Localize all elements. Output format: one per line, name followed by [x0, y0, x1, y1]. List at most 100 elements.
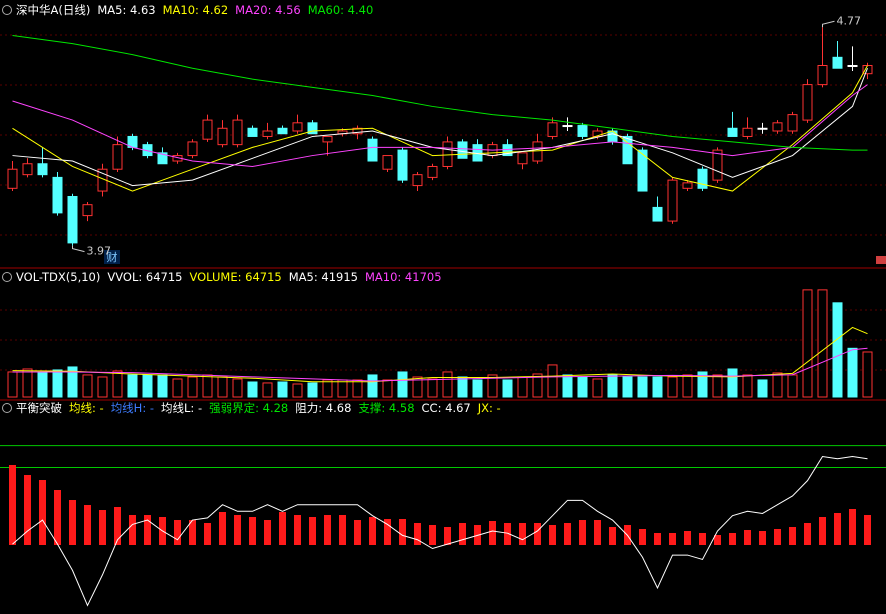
legend-item: 阻力: 4.68: [295, 401, 352, 415]
annotation: 4.77: [837, 14, 862, 27]
volume-bar: [502, 379, 513, 398]
volume-bar: [262, 382, 273, 398]
candle-body: [772, 122, 783, 132]
indicator-bar: [84, 505, 91, 545]
volume-bar: [292, 383, 303, 398]
candle-body: [412, 174, 423, 187]
indicator-bar: [864, 515, 871, 545]
indicator-bar: [384, 519, 391, 545]
indicator-bar: [669, 533, 676, 545]
volume-bar: [217, 376, 228, 398]
volume-bar: [817, 289, 828, 398]
volume-bar: [382, 379, 393, 398]
volume-bar: [247, 381, 258, 398]
badge: 财: [107, 250, 118, 264]
indicator-bar: [69, 500, 76, 545]
indicator-bar: [9, 465, 16, 545]
badge-box: [104, 250, 120, 264]
legend-item: MA5: 41915: [288, 270, 358, 284]
legend-item: CC: 4.67: [421, 401, 471, 415]
indicator-bar: [459, 523, 466, 545]
indicator-bar: [489, 521, 496, 545]
volume-bar: [7, 371, 18, 398]
volume-ma-line: [12, 347, 868, 382]
candle-body: [787, 114, 798, 132]
candle-body: [697, 168, 708, 189]
volume-bar: [607, 374, 618, 398]
volume-bar: [142, 374, 153, 398]
candle-body: [352, 127, 363, 135]
indicator-bar: [639, 529, 646, 545]
legend-item: VVOL: 64715: [107, 270, 183, 284]
legend-item: 均线: -: [69, 401, 104, 415]
ma-line: [12, 34, 868, 151]
volume-bar: [742, 374, 753, 398]
indicator-bar: [744, 530, 751, 545]
volume-bar: [97, 376, 108, 398]
volume-bar: [562, 374, 573, 398]
candle-body: [112, 144, 123, 170]
price-header: 深中华A(日线) MA5: 4.63 MA10: 4.62 MA20: 4.56 MA6…: [2, 2, 387, 18]
legend-item: VOLUME: 64715: [189, 270, 282, 284]
indicator-bar: [504, 523, 511, 545]
volume-bar: [37, 371, 48, 398]
candle-body: [592, 130, 603, 137]
candle-body: [517, 152, 528, 165]
annotation: 3.97: [87, 245, 112, 258]
volume-bar: [412, 376, 423, 398]
volume-bar: [667, 376, 678, 398]
legend-item: 支撑: 4.58: [358, 401, 415, 415]
candle-body: [7, 168, 18, 189]
indicator-bar: [564, 523, 571, 545]
indicator-bar: [369, 517, 376, 545]
candle-body: [307, 122, 318, 135]
indicator-bar: [699, 533, 706, 545]
candle-body: [427, 165, 438, 178]
indicator-bar: [279, 512, 286, 545]
volume-bar: [787, 374, 798, 398]
indicator-bar: [759, 531, 766, 545]
candle-body: [817, 65, 828, 86]
volume-bar: [427, 378, 438, 398]
candle-body: [562, 125, 573, 128]
legend-item: 均线H: -: [110, 401, 155, 415]
indicator-bar: [219, 512, 226, 545]
candle-body: [457, 141, 468, 159]
volume-bar: [232, 378, 243, 398]
volume-bar: [367, 374, 378, 398]
candle-body: [832, 56, 843, 69]
legend: 均线: - 均线H: - 均线L: - 强弱界定: 4.28 阻力: 4.68 支撑: 4…: [69, 401, 508, 415]
indicator-bar: [849, 509, 856, 545]
indicator-bar: [729, 533, 736, 545]
candle-body: [262, 130, 273, 137]
indicator-bar: [114, 507, 121, 545]
volume-bar: [157, 374, 168, 398]
candle-body: [757, 127, 768, 130]
candle-body: [67, 196, 78, 244]
candle-body: [367, 138, 378, 162]
volume-bar: [802, 289, 813, 398]
volume-bar: [487, 374, 498, 398]
candle-body: [607, 130, 618, 143]
candle-body: [547, 122, 558, 137]
volume-bar: [532, 373, 543, 398]
indicator-bar: [654, 533, 661, 545]
candle-body: [727, 127, 738, 137]
volume-bar: [697, 371, 708, 398]
indicator-bar: [444, 527, 451, 545]
candle-body: [622, 135, 633, 165]
title: 平衡突破: [16, 401, 62, 415]
indicator-bar: [174, 520, 181, 545]
indicator-bar: [24, 475, 31, 545]
volume-bar: [772, 372, 783, 398]
legend-item: 强弱界定: 4.28: [209, 401, 289, 415]
candle-body: [277, 127, 288, 135]
indicator-bar: [309, 517, 316, 545]
volume-bar: [22, 368, 33, 398]
indicator-bar: [609, 527, 616, 545]
indicator-bar: [399, 519, 406, 545]
candle-body: [22, 163, 33, 176]
indicator-bar: [129, 515, 136, 545]
volume-bar: [652, 376, 663, 398]
